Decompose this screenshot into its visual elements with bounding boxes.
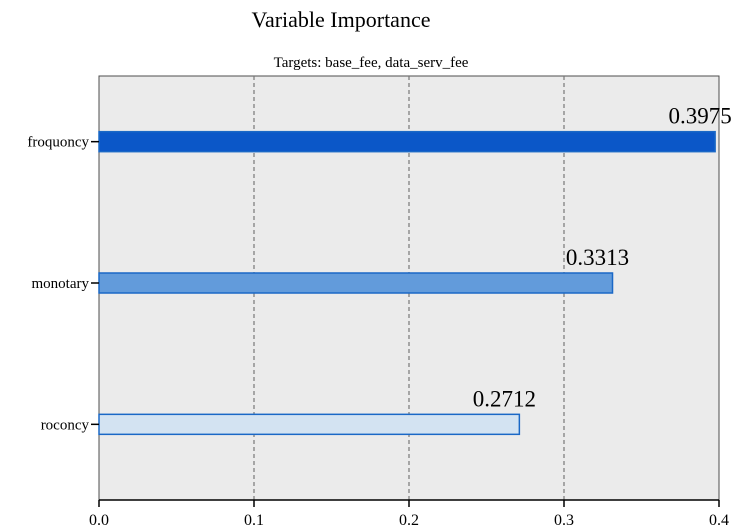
x-tick-label: 0.2	[399, 512, 419, 529]
chart-title: Variable Importance	[252, 7, 431, 32]
bar-monotary	[98, 272, 614, 294]
bars	[98, 130, 716, 436]
x-tick-label: 0.3	[554, 512, 574, 529]
bar-froquoncy	[98, 130, 716, 153]
data-label: 0.2712	[473, 386, 536, 411]
data-label: 0.3975	[669, 104, 732, 129]
x-tick-label: 0.1	[244, 512, 264, 529]
data-label: 0.3313	[566, 245, 629, 270]
category-label: roconcy	[41, 417, 90, 433]
x-tick-label: 0.0	[89, 512, 109, 529]
category-label: monotary	[32, 276, 90, 292]
x-tick-label: 0.4	[709, 512, 729, 529]
labels: 0.0 0.1 0.2 0.3 0.4 froquoncy 0.3975 monotary 0.…	[27, 104, 731, 529]
chart-subtitle: Targets: base_fee, data_serv_fee	[274, 55, 469, 71]
category-label: froquoncy	[27, 135, 89, 151]
axes	[91, 140, 720, 507]
bar-roconcy	[98, 413, 521, 436]
